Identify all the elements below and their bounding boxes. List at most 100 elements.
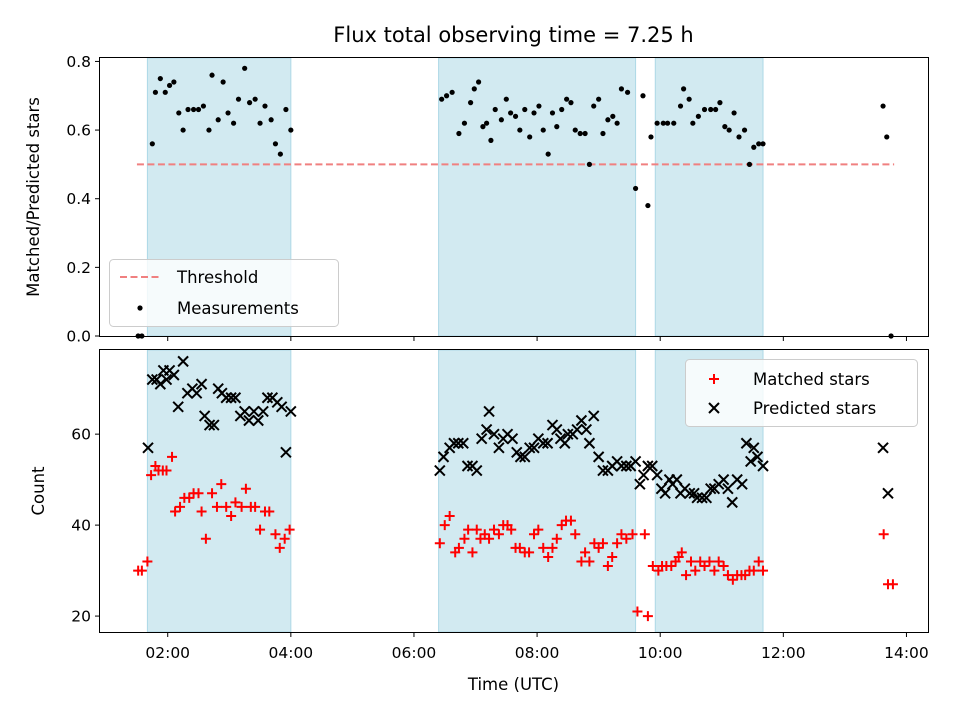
measurement-point [554, 124, 560, 130]
bottom-y-ticks: 20 40 60 [71, 426, 100, 626]
predicted-star-point [146, 373, 159, 386]
top-x-ticks [167, 336, 907, 341]
measurement-point [480, 124, 486, 130]
legend-predicted-label: Predicted stars [753, 399, 876, 418]
measurement-point [461, 120, 468, 126]
matched-star-point [493, 529, 504, 540]
shaded-interval [146, 349, 292, 633]
matched-star-point [887, 579, 898, 590]
measurement-point [439, 96, 445, 102]
matched-star-point [444, 511, 455, 522]
predicted-star-point [877, 442, 889, 454]
matched-star-point [514, 542, 525, 553]
measurement-point [618, 86, 625, 92]
measurement-point [508, 110, 514, 116]
matched-star-point [453, 542, 464, 553]
matched-star-point [748, 565, 759, 576]
measurement-point [564, 96, 570, 102]
measurement-point [536, 103, 542, 109]
matched-star-point [685, 556, 696, 567]
top-y-axis-label: Matched/Predicted stars [24, 97, 43, 297]
matched-star-point [170, 506, 181, 517]
measurement-point [257, 120, 263, 126]
measurement-point [713, 106, 719, 113]
predicted-star-point [168, 369, 180, 381]
measurement-point [190, 106, 197, 113]
measurement-points [135, 65, 894, 339]
predicted-star-point [471, 464, 483, 477]
predicted-star-point [551, 423, 563, 436]
measurement-point [572, 127, 578, 133]
predicted-star-point [257, 405, 269, 418]
predicted-star-point [757, 460, 769, 472]
matched-star-point [704, 556, 715, 567]
matched-star-point [146, 470, 157, 481]
predicted-star-point [177, 355, 189, 368]
matched-star-point [250, 501, 261, 512]
matched-star-point [607, 551, 618, 562]
measurement-point [171, 79, 177, 85]
measurement-point [695, 113, 701, 119]
predicted-star-point [483, 405, 495, 418]
measurement-point [288, 127, 294, 133]
matched-star-point [676, 547, 687, 558]
measurement-point [471, 86, 477, 92]
predicted-star-point [275, 401, 288, 413]
predicted-star-point [434, 464, 446, 477]
matched-star-point [175, 501, 186, 512]
x-tick-label: 14:00 [884, 644, 929, 662]
measurement-point [230, 120, 237, 126]
predicted-star-point [248, 405, 260, 418]
matched-star-point [597, 538, 608, 549]
x-tick-label: 12:00 [761, 644, 806, 662]
predicted-star-point [195, 378, 208, 390]
measurement-point [624, 89, 631, 95]
matched-star-point [207, 488, 218, 499]
measurement-point [577, 130, 583, 137]
predicted-star-point [736, 478, 748, 490]
matched-star-point [547, 542, 558, 553]
y-tick-label: 0.2 [66, 259, 91, 277]
predicted-star-point [541, 437, 554, 449]
measurement-point [484, 120, 490, 126]
measurement-point [166, 82, 173, 89]
measurement-point [582, 130, 588, 137]
y-tick-label: 0.0 [66, 328, 91, 346]
matched-star-point [533, 524, 544, 535]
matched-star-point [506, 524, 517, 535]
predicted-star-point [537, 437, 549, 449]
bottom-legend-box [685, 359, 918, 427]
predicted-star-point [198, 410, 211, 422]
matched-star-point [647, 561, 658, 572]
predicted-star-point [448, 437, 460, 449]
measurement-point [736, 134, 742, 140]
y-tick-label: 0.8 [66, 53, 91, 71]
measurement-point [559, 106, 565, 113]
matched-star-point [161, 465, 172, 476]
top-y-ticks: 0.0 0.2 0.4 0.6 0.8 [66, 53, 100, 346]
shaded-interval [438, 349, 637, 633]
predicted-star-point [461, 460, 474, 472]
matched-star-point [713, 556, 724, 567]
measurement-point [467, 100, 474, 106]
measurement-point [614, 120, 620, 126]
matched-star-point [167, 451, 178, 462]
predicted-star-point [475, 432, 488, 445]
predicted-star-point [571, 423, 583, 436]
matched-star-point [543, 551, 554, 562]
predicted-star-point [748, 442, 760, 454]
matched-star-point [270, 529, 281, 540]
y-tick-label: 20 [71, 608, 91, 626]
measurement-point [741, 127, 748, 133]
predicted-star-point [651, 469, 663, 481]
predicted-star-point [261, 392, 274, 404]
measurement-point [545, 151, 551, 157]
matched-star-point [612, 538, 623, 549]
measurement-point [701, 106, 708, 113]
matched-star-point [211, 501, 222, 512]
bottom-y-axis-label: Count [29, 466, 48, 516]
measurement-point [522, 106, 528, 113]
legend-matched-label: Matched stars [753, 370, 870, 389]
measurement-point [717, 100, 723, 106]
